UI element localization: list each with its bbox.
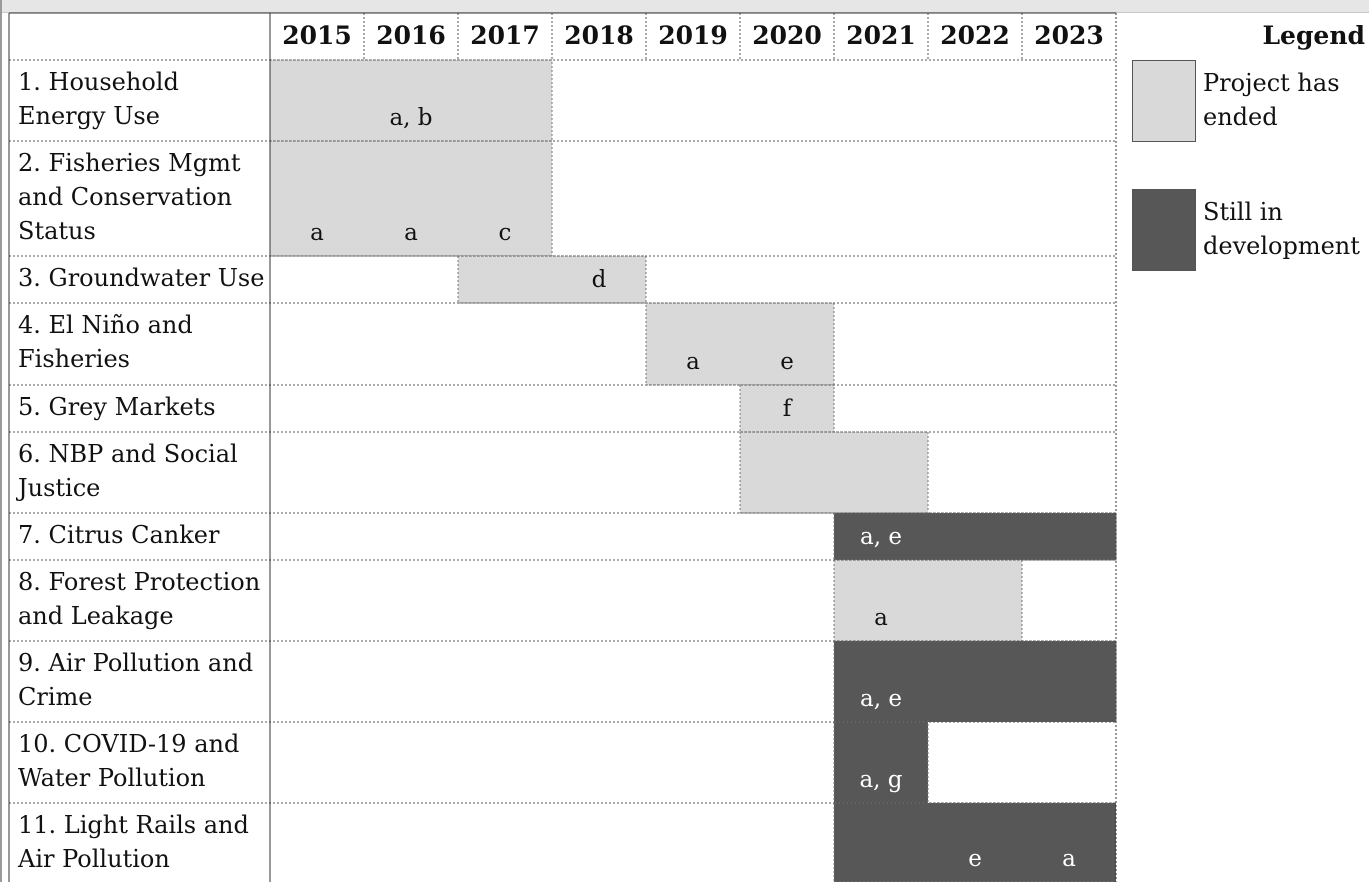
cell-footnote: c — [498, 220, 512, 246]
row-label: 7. Citrus Canker — [18, 521, 220, 549]
cell-footnote: a — [1062, 846, 1076, 872]
cell-footnote: a — [404, 220, 418, 246]
year-header: 2018 — [564, 21, 634, 50]
legend-label-developing: Still in development — [1203, 198, 1360, 260]
legend-label-ended: Project has ended — [1203, 69, 1340, 131]
row-label: 3. Groundwater Use — [18, 264, 265, 292]
cell-footnote: a — [686, 349, 700, 375]
year-header: 2015 — [282, 21, 352, 50]
timeline-bar — [645, 302, 835, 386]
timeline-bar — [739, 431, 929, 514]
year-header: 2019 — [658, 21, 728, 50]
cell-footnote: a — [310, 220, 324, 246]
timeline-bar — [457, 255, 647, 304]
year-header: 2017 — [470, 21, 540, 50]
year-header: 2022 — [940, 21, 1010, 50]
year-header: 2023 — [1034, 21, 1104, 50]
cell-footnote: d — [591, 267, 607, 293]
row-label: 11. Light Rails and Air Pollution — [18, 811, 249, 873]
year-header: 2021 — [846, 21, 916, 50]
legend-swatch-developing — [1132, 189, 1196, 271]
cell-footnote: a, e — [860, 524, 902, 550]
cell-footnote: e — [968, 846, 982, 872]
cell-footnote: f — [782, 396, 792, 422]
row-label: 8. Forest Protection and Leakage — [18, 568, 261, 630]
timeline-bar — [833, 721, 929, 804]
year-header: 2016 — [376, 21, 446, 50]
timeline-bar — [833, 559, 1023, 642]
row-label: 4. El Niño and Fisheries — [18, 311, 193, 373]
timeline-bar — [833, 640, 1117, 723]
left-border — [0, 0, 2, 882]
row-label: 9. Air Pollution and Crime — [18, 649, 254, 711]
cell-footnote: a, e — [860, 686, 902, 712]
row-label: 5. Grey Markets — [18, 393, 216, 421]
row-label: 2. Fisheries Mgmt and Conservation Statu… — [18, 149, 241, 245]
row-label: 1. Household Energy Use — [18, 68, 179, 130]
cell-footnote: a — [874, 605, 888, 631]
year-header: 2020 — [752, 21, 822, 50]
row-label: 10. COVID-19 and Water Pollution — [18, 730, 240, 792]
cell-footnote: a, g — [859, 767, 903, 793]
row-label: 6. NBP and Social Justice — [18, 440, 238, 502]
legend-title: Legend — [1262, 21, 1365, 50]
legend-swatch-ended — [1132, 60, 1196, 142]
cell-footnote: e — [780, 349, 794, 375]
timeline-bar — [833, 512, 1117, 561]
cell-footnote: a, b — [389, 105, 433, 131]
